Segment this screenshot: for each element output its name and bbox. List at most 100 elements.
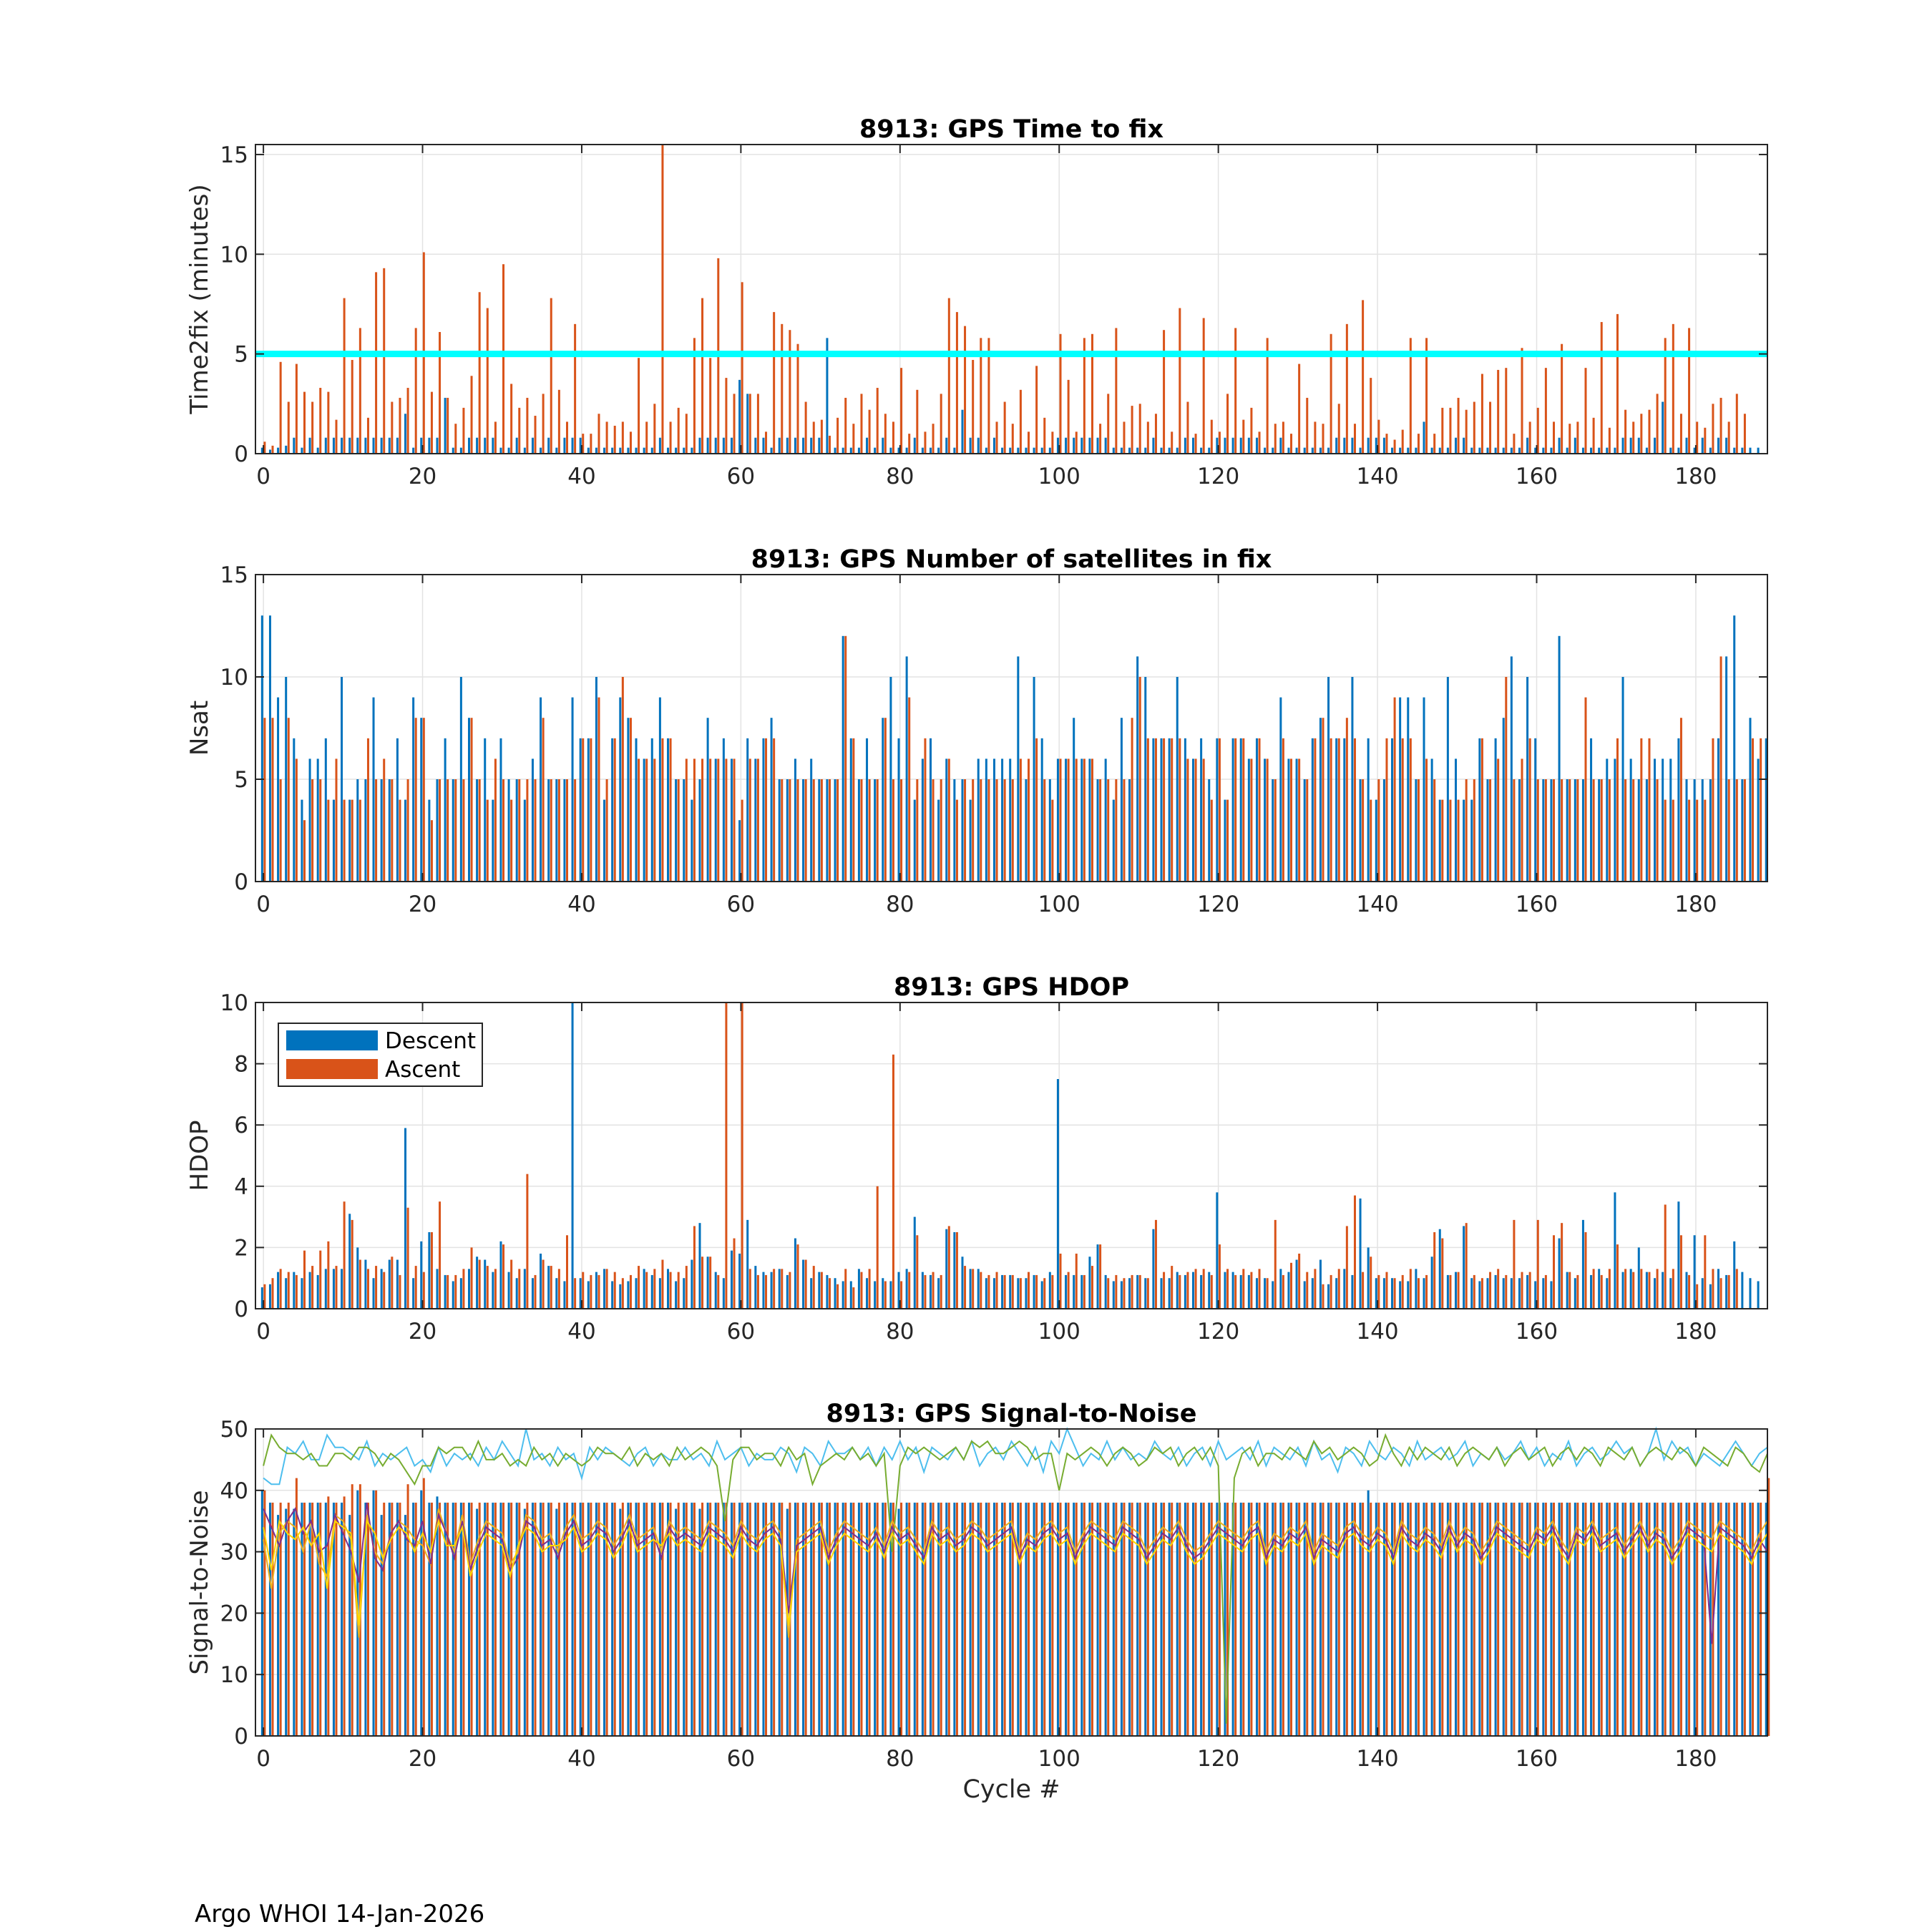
ascent-bar	[1385, 738, 1388, 882]
descent-bar	[1399, 1502, 1402, 1736]
ascent-bar	[1536, 1502, 1539, 1736]
descent-bar	[619, 697, 622, 882]
descent-bar	[1677, 447, 1680, 454]
ascent-bar	[1377, 419, 1380, 454]
descent-bar	[308, 437, 311, 454]
descent-bar	[841, 1281, 844, 1309]
descent-bar	[372, 1278, 375, 1309]
x-tick-label: 60	[727, 892, 755, 917]
descent-bar	[260, 447, 263, 454]
descent-bar	[1033, 1502, 1035, 1736]
ascent-bar	[1679, 1502, 1682, 1736]
descent-bar	[531, 437, 534, 454]
ascent-bar	[1505, 1274, 1508, 1309]
ascent-bar	[685, 1266, 688, 1309]
ascent-bar	[804, 779, 807, 882]
ascent-bar	[1727, 421, 1730, 454]
ascent-bar	[972, 1502, 975, 1736]
ascent-bar	[1067, 758, 1070, 882]
ascent-bar	[1441, 799, 1444, 882]
descent-bar	[507, 1502, 510, 1736]
ascent-bar	[295, 758, 298, 882]
x-tick-label: 20	[409, 1746, 436, 1772]
ascent-bar	[1679, 414, 1682, 454]
descent-bar	[826, 779, 829, 882]
descent-bar	[857, 447, 860, 454]
x-tick-label: 120	[1197, 1319, 1239, 1345]
descent-bar	[992, 1278, 995, 1309]
descent-bar	[1208, 1272, 1211, 1309]
ascent-bar	[399, 1502, 401, 1736]
ascent-bar	[980, 338, 982, 454]
descent-bar	[1088, 1502, 1091, 1736]
ascent-bar	[709, 1502, 712, 1736]
ascent-bar	[947, 298, 950, 454]
x-tick-label: 140	[1356, 892, 1398, 917]
descent-bar	[611, 1281, 614, 1309]
descent-bar	[937, 447, 940, 454]
descent-bar	[937, 1502, 940, 1736]
descent-bar	[706, 718, 709, 882]
descent-bar	[1598, 1269, 1601, 1309]
ascent-bar	[924, 1502, 927, 1736]
ascent-bar	[1337, 404, 1340, 454]
y-tick-label: 0	[234, 1297, 248, 1322]
ascent-bar	[383, 1502, 386, 1736]
ascent-bar	[1154, 1502, 1157, 1736]
ascent-bar	[1362, 300, 1365, 454]
ascent-bar	[502, 264, 505, 454]
descent-bar	[1526, 437, 1529, 454]
ascent-bar	[494, 421, 497, 454]
ascent-bar	[1712, 738, 1714, 882]
ascent-bar	[1314, 1269, 1317, 1309]
ascent-bar	[526, 1174, 529, 1309]
ascent-bar	[1330, 1274, 1332, 1309]
ascent-bar	[1131, 406, 1133, 454]
descent-bar	[762, 738, 765, 882]
descent-bar	[1423, 697, 1425, 882]
descent-bar	[364, 1502, 367, 1736]
descent-bar	[587, 1281, 590, 1309]
ascent-bar	[470, 1502, 473, 1736]
descent-bar	[412, 447, 415, 454]
ascent-bar	[1290, 1502, 1293, 1736]
descent-bar	[277, 447, 280, 454]
ascent-bar	[1163, 330, 1166, 454]
ascent-bar	[1250, 758, 1253, 882]
x-tick-label: 100	[1038, 1746, 1080, 1772]
ascent-bar	[812, 1502, 815, 1736]
descent-bar	[1614, 447, 1616, 454]
ascent-bar	[717, 1274, 720, 1309]
ascent-bar	[1544, 779, 1547, 882]
descent-bar	[492, 799, 494, 882]
ascent-bar	[263, 1490, 266, 1736]
ascent-bar	[1362, 779, 1365, 882]
descent-bar	[1303, 1502, 1306, 1736]
ascent-bar	[375, 779, 378, 882]
ascent-bar	[955, 312, 958, 454]
descent-bar	[1152, 738, 1155, 882]
ascent-bar	[995, 779, 998, 882]
descent-bar	[1494, 1502, 1497, 1736]
ascent-bar	[995, 421, 998, 454]
ascent-bar	[940, 1274, 942, 1309]
ascent-bar	[1274, 424, 1277, 454]
ascent-bar	[653, 1502, 656, 1736]
ascent-bar	[741, 282, 743, 454]
descent-bar	[1224, 799, 1226, 882]
descent-bar	[961, 409, 964, 454]
descent-bar	[499, 738, 502, 882]
ascent-bar	[701, 758, 704, 882]
ascent-bar	[439, 1201, 441, 1309]
descent-bar	[675, 1508, 678, 1736]
descent-bar	[992, 758, 995, 882]
descent-bar	[714, 1502, 717, 1736]
descent-bar	[1518, 1502, 1521, 1736]
ascent-bar	[1123, 1502, 1126, 1736]
ascent-bar	[1513, 434, 1516, 454]
ascent-bar	[447, 1274, 449, 1309]
ascent-bar	[1163, 1502, 1166, 1736]
descent-bar	[268, 615, 271, 882]
descent-bar	[1327, 1284, 1330, 1309]
ascent-bar	[1019, 758, 1022, 882]
